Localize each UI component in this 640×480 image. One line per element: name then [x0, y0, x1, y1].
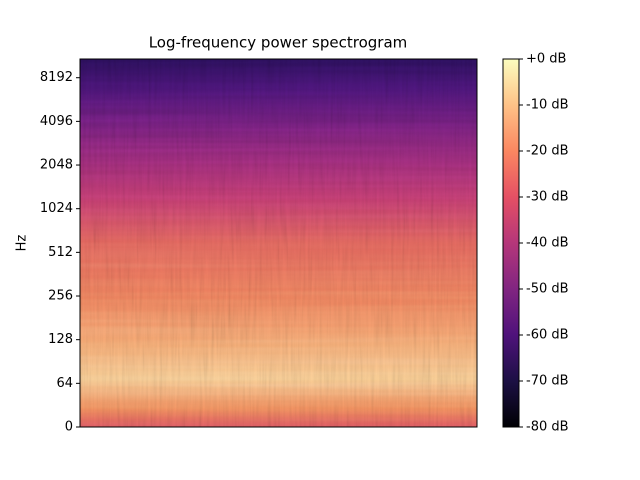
y-tick-label: 128	[48, 332, 73, 347]
y-tick-label: 64	[56, 376, 73, 391]
colorbar-tick-label: -30 dB	[526, 190, 569, 205]
y-tick-label: 2048	[40, 158, 73, 173]
chart-title: Log-frequency power spectrogram	[149, 34, 408, 52]
y-tick-label: 0	[65, 420, 73, 435]
colorbar-tick-label: +0 dB	[526, 52, 566, 67]
spectrogram-image	[80, 59, 477, 427]
plot-frame	[79, 58, 478, 428]
colorbar-tick-label: -70 dB	[526, 374, 569, 389]
colorbar-tick-label: -60 dB	[526, 328, 569, 343]
colorbar-tick-label: -10 dB	[526, 98, 569, 113]
y-tick-label: 4096	[40, 114, 73, 129]
colorbar-tick-label: -20 dB	[526, 144, 569, 159]
y-axis-label: Hz	[15, 235, 30, 252]
colorbar	[502, 58, 520, 428]
y-tick-label: 512	[48, 245, 73, 260]
y-tick-label: 8192	[40, 70, 73, 85]
y-tick-label: 256	[48, 289, 73, 304]
colorbar-tick-label: -40 dB	[526, 236, 569, 251]
y-tick-label: 1024	[40, 201, 73, 216]
colorbar-tick-label: -50 dB	[526, 282, 569, 297]
colorbar-tick-label: -80 dB	[526, 420, 569, 435]
